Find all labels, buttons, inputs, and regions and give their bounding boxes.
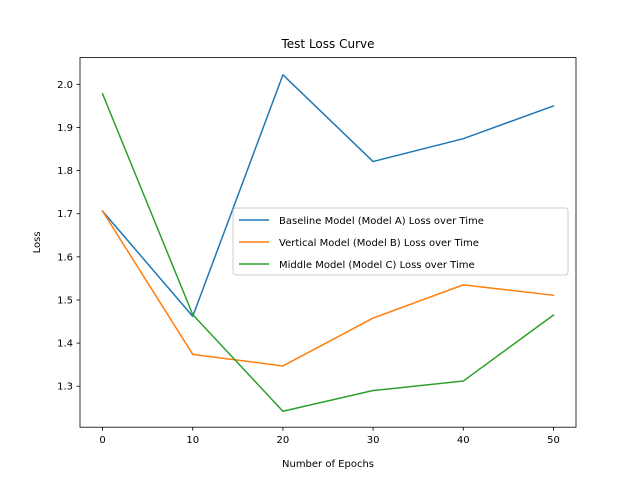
x-tick-label: 40: [457, 435, 470, 446]
series-layer: [101, 74, 555, 412]
x-tick-label: 20: [277, 435, 290, 446]
legend-label-baseline: Baseline Model (Model A) Loss over Time: [279, 216, 484, 227]
legend-label-middle: Middle Model (Model C) Loss over Time: [279, 260, 475, 271]
legend-label-vertical: Vertical Model (Model B) Loss over Time: [279, 238, 479, 249]
y-axis-label: Loss: [32, 231, 43, 253]
series-line-baseline: [101, 74, 555, 318]
x-tick-label: 10: [186, 435, 199, 446]
x-tick-label: 50: [547, 435, 560, 446]
x-axis: 0 10 20 30 40 50: [99, 427, 560, 446]
y-tick-label: 1.9: [57, 123, 73, 134]
y-tick-label: 1.7: [57, 209, 73, 220]
y-axis: 1.3 1.4 1.5 1.6 1.7 1.8 1.9 2.0: [57, 80, 80, 393]
y-tick-label: 1.6: [57, 252, 73, 263]
legend-frame: [232, 207, 569, 276]
series-line-vertical: [101, 210, 555, 367]
y-tick-label: 1.3: [57, 382, 73, 393]
y-tick-label: 2.0: [57, 80, 73, 91]
y-tick-label: 1.4: [57, 339, 73, 350]
chart-title: Test Loss Curve: [281, 37, 375, 51]
series-line-middle: [101, 92, 555, 412]
y-tick-label: 1.5: [57, 295, 73, 306]
x-tick-label: 30: [367, 435, 380, 446]
legend: Baseline Model (Model A) Loss over Time …: [232, 207, 569, 276]
y-tick-label: 1.8: [57, 166, 73, 177]
x-tick-label: 0: [99, 435, 105, 446]
plot-frame: [79, 57, 577, 428]
x-axis-label: Number of Epochs: [282, 459, 374, 470]
